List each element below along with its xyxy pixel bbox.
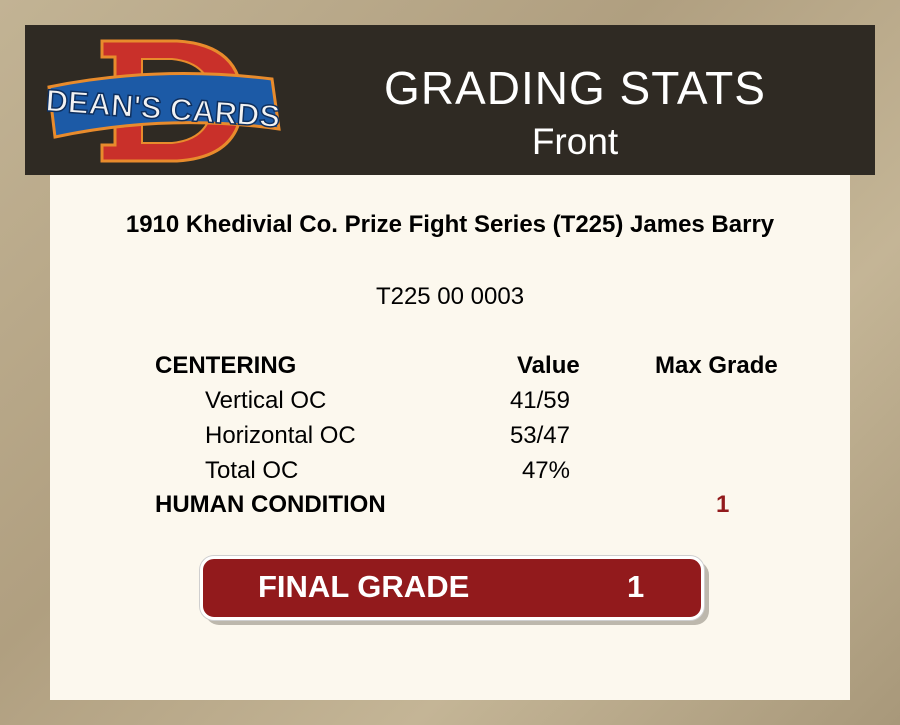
header-banner: DEAN'S CARDS GRADING STATS Front [25,25,875,175]
page-subtitle: Front [531,121,619,162]
vertical-oc-label: Vertical OC [205,387,327,414]
final-grade-bar: FINAL GRADE 1 [200,556,704,620]
human-condition-label: HUMAN CONDITION [155,491,386,518]
card-name: 1910 Khedivial Co. Prize Fight Series (T… [125,211,775,238]
final-grade-value: 1 [627,569,645,604]
centering-heading: CENTERING [155,352,297,379]
max-grade-column-header: Max Grade [655,352,778,379]
value-column-header: Value [517,352,580,379]
human-condition-grade: 1 [716,491,730,518]
horizontal-oc-label: Horizontal OC [205,422,356,449]
deans-cards-logo: DEAN'S CARDS [44,37,282,165]
final-grade-label: FINAL GRADE [258,569,470,604]
total-oc-label: Total OC [205,457,299,484]
total-oc-value: 47% [521,457,570,484]
horizontal-oc-value: 53/47 [509,422,570,449]
page-title: GRADING STATS [384,62,766,114]
cert-number: T225 00 0003 [375,283,525,310]
stats-panel: 1910 Khedivial Co. Prize Fight Series (T… [50,175,850,700]
vertical-oc-value: 41/59 [509,387,570,414]
